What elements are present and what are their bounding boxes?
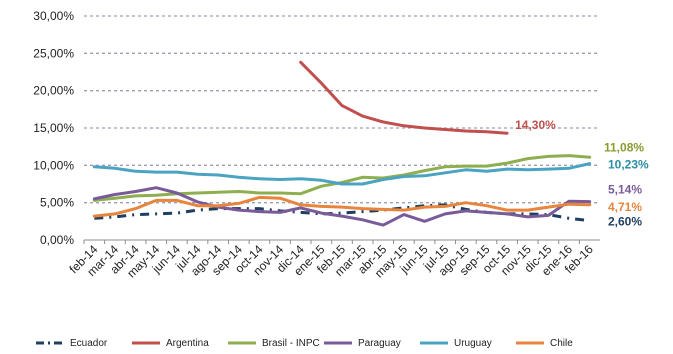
legend: Ecuador Argentina Brasil - INPC Paraguay Uru… <box>36 338 573 349</box>
y-tick-label: 0,00% <box>40 233 74 247</box>
end-label-chile: 4,71% <box>608 200 642 214</box>
y-tick-label: 15,00% <box>33 121 74 135</box>
end-label-uruguay: 10,23% <box>608 158 649 172</box>
end-label-argentina: 14,30% <box>515 118 556 132</box>
end-label-paraguay: 5,14% <box>608 183 642 197</box>
y-axis: 0,00% 5,00% 10,00% 15,00% 20,00% 25,00% 30,00% <box>33 9 600 247</box>
legend-label: Paraguay <box>358 338 401 349</box>
legend-label: Brasil - INPC <box>262 338 320 349</box>
series-line-uruguay <box>92 162 592 186</box>
series-line-argentina <box>299 60 509 135</box>
y-tick-label: 10,00% <box>33 158 74 172</box>
legend-label: Ecuador <box>70 338 108 349</box>
series-line-brasil-inpc <box>92 154 592 202</box>
legend-label: Chile <box>550 338 573 349</box>
series-line-paraguay <box>92 186 592 227</box>
y-tick-label: 25,00% <box>33 46 74 60</box>
legend-label: Uruguay <box>454 338 492 349</box>
grid-lines <box>84 15 600 204</box>
end-label-ecuador: 2,60% <box>608 215 642 229</box>
y-tick-label: 20,00% <box>33 84 74 98</box>
y-tick-label: 30,00% <box>33 9 74 23</box>
end-label-brasil-inpc: 11,08% <box>604 140 644 154</box>
y-tick-label: 5,00% <box>40 196 74 210</box>
legend-label: Argentina <box>166 338 209 349</box>
end-value-labels: 14,30% 11,08% 10,23% 5,14% 4,71%2,60% <box>515 118 649 228</box>
x-axis: feb-14mar-14abr-14may-14jun-14jul-14ago-… <box>66 240 596 280</box>
series-line-chile <box>92 195 592 218</box>
series-lines <box>92 60 592 227</box>
